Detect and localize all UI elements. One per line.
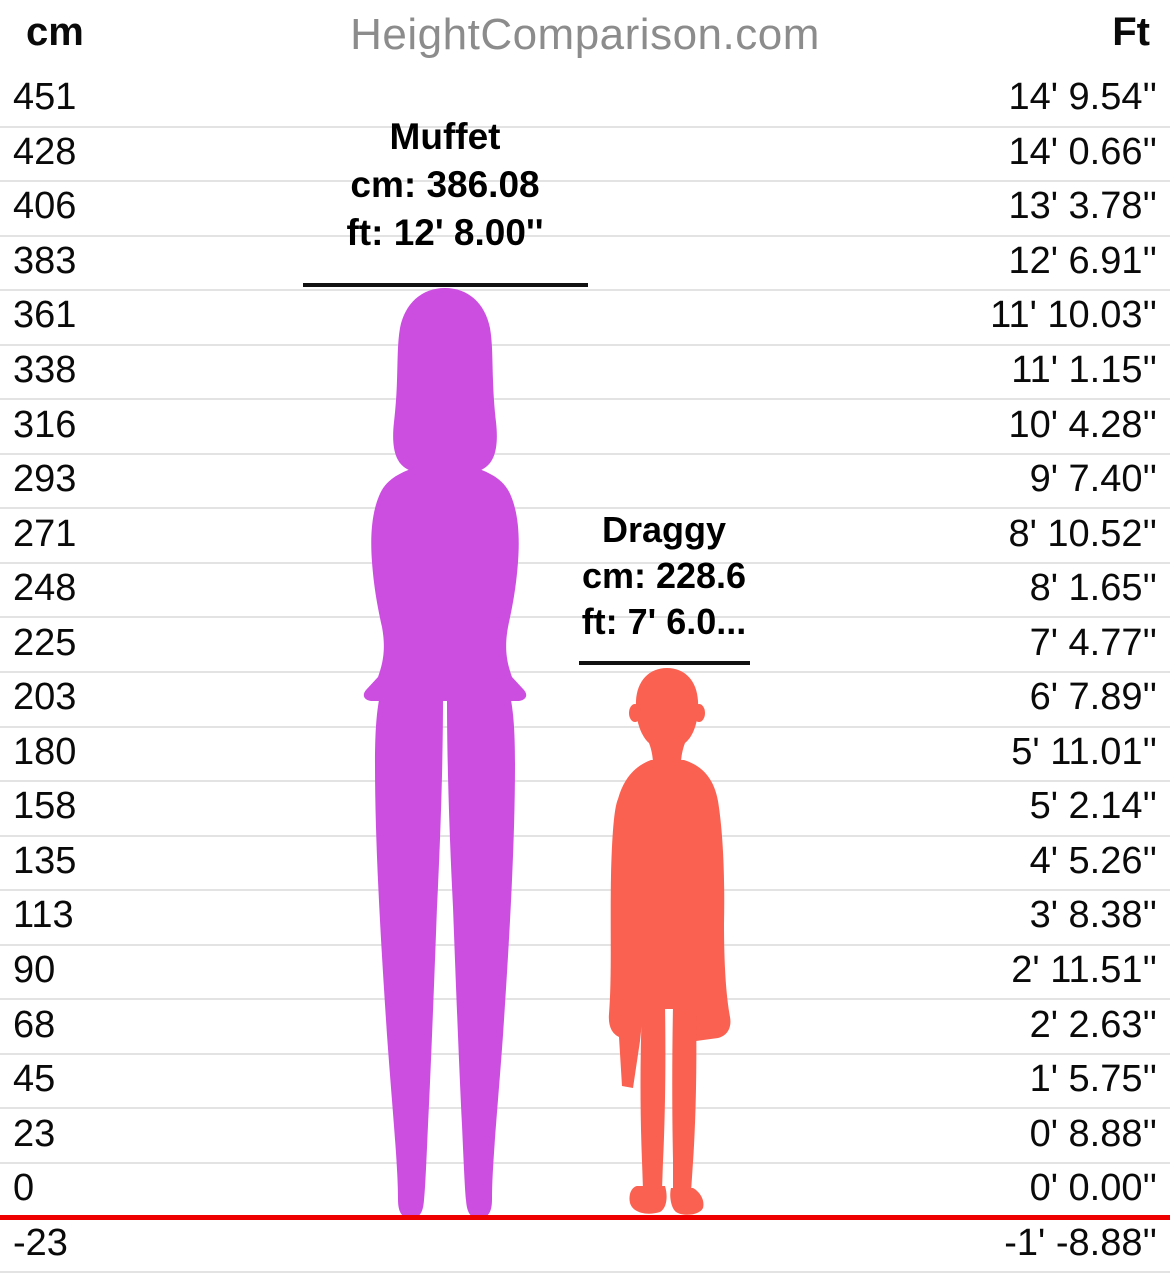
height-marker-line-muffet [303, 283, 588, 287]
ruler-row: 361 11' 10.03'' [0, 291, 1170, 346]
ruler-row: 113 3' 8.38'' [0, 891, 1170, 946]
ruler-row: 158 5' 2.14'' [0, 782, 1170, 837]
cm-tick-label: 68 [13, 1003, 56, 1046]
ruler-row: 135 4' 5.26'' [0, 837, 1170, 892]
cm-tick-label: 225 [13, 621, 77, 664]
ruler-row: 451 14' 9.54'' [0, 73, 1170, 128]
ruler-row: 90 2' 11.51'' [0, 946, 1170, 1001]
cm-tick-label: 135 [13, 839, 77, 882]
ft-tick-label: 13' 3.78'' [1008, 185, 1157, 228]
ft-tick-label: 0' 8.88'' [1029, 1112, 1157, 1155]
male-silhouette-draggy[interactable] [595, 666, 740, 1218]
ft-tick-label: 11' 10.03'' [990, 294, 1157, 337]
cm-tick-label: 0 [13, 1166, 35, 1209]
cm-tick-label: 271 [13, 512, 77, 555]
ft-tick-label: 2' 11.51'' [1011, 948, 1157, 991]
figure-height-ft: ft: 12' 8.00'' [346, 212, 544, 253]
cm-tick-label: 113 [13, 894, 74, 937]
ruler-row: 203 6' 7.89'' [0, 673, 1170, 728]
ft-tick-label: 9' 7.40'' [1029, 457, 1157, 500]
ruler-row: 428 14' 0.66'' [0, 128, 1170, 183]
figure-name: Draggy [601, 509, 727, 550]
ruler-row: -23 -1' -8.88'' [0, 1218, 1170, 1274]
ft-tick-label: 8' 1.65'' [1029, 566, 1157, 609]
cm-tick-label: 203 [13, 676, 77, 719]
ft-axis-unit-label: Ft [1112, 10, 1150, 54]
cm-tick-label: 316 [13, 403, 77, 446]
ruler-row: 316 10' 4.28'' [0, 400, 1170, 455]
ft-tick-label: 5' 2.14'' [1029, 785, 1157, 828]
ruler-row: 271 8' 10.52'' [0, 509, 1170, 564]
cm-tick-label: 451 [13, 76, 77, 119]
cm-tick-label: 293 [13, 457, 77, 500]
cm-tick-label: 45 [13, 1057, 56, 1100]
cm-tick-label: 158 [13, 785, 77, 828]
figure-height-cm: cm: 228.6 [581, 555, 747, 596]
ft-tick-label: 14' 9.54'' [1008, 76, 1157, 119]
cm-tick-label: -23 [13, 1221, 68, 1264]
ruler-row: 293 9' 7.40'' [0, 455, 1170, 510]
ruler-row: 45 1' 5.75'' [0, 1055, 1170, 1110]
cm-tick-label: 23 [13, 1112, 56, 1155]
ruler-row: 383 12' 6.91'' [0, 237, 1170, 292]
female-silhouette-muffet[interactable] [345, 287, 545, 1218]
ruler-row: 23 0' 8.88'' [0, 1109, 1170, 1164]
ft-tick-label: 3' 8.38'' [1029, 894, 1157, 937]
figure-card-muffet[interactable]: Muffet cm: 386.08 ft: 12' 8.00'' [245, 113, 645, 257]
ruler-row: 338 11' 1.15'' [0, 346, 1170, 401]
figure-height-cm: cm: 386.08 [350, 164, 540, 205]
ft-tick-label: 6' 7.89'' [1029, 676, 1157, 719]
cm-tick-label: 406 [13, 185, 77, 228]
cm-tick-label: 428 [13, 130, 77, 173]
ruler-row: 68 2' 2.63'' [0, 1000, 1170, 1055]
ruler-row: 406 13' 3.78'' [0, 182, 1170, 237]
cm-tick-label: 248 [13, 566, 77, 609]
ft-tick-label: 7' 4.77'' [1029, 621, 1157, 664]
site-watermark: HeightComparison.com [350, 10, 820, 59]
ruler-rows: 451 14' 9.54'' 428 14' 0.66'' 406 13' 3.78'' 3… [0, 73, 1170, 1274]
ruler-row: 0 0' 0.00'' [0, 1164, 1170, 1219]
ft-tick-label: 1' 5.75'' [1029, 1057, 1157, 1100]
ft-tick-label: 5' 11.01'' [1011, 730, 1157, 773]
figure-card-draggy[interactable]: Draggy cm: 228.6 ft: 7' 6.0... [464, 507, 864, 645]
ft-tick-label: 8' 10.52'' [1008, 512, 1157, 555]
cm-tick-label: 338 [13, 348, 77, 391]
ft-tick-label: 10' 4.28'' [1008, 403, 1157, 446]
header: cm HeightComparison.com Ft [0, 0, 1170, 73]
cm-axis-unit-label: cm [26, 10, 84, 54]
ruler-row: 180 5' 11.01'' [0, 728, 1170, 783]
height-marker-line-draggy [579, 661, 750, 665]
ft-tick-label: 14' 0.66'' [1008, 130, 1157, 173]
ft-tick-label: -1' -8.88'' [1004, 1221, 1157, 1264]
ft-tick-label: 11' 1.15'' [1011, 348, 1157, 391]
cm-tick-label: 383 [13, 239, 77, 282]
ft-tick-label: 4' 5.26'' [1029, 839, 1157, 882]
ruler-row: 248 8' 1.65'' [0, 564, 1170, 619]
cm-tick-label: 90 [13, 948, 56, 991]
ground-line [0, 1215, 1170, 1220]
ruler-row: 225 7' 4.77'' [0, 618, 1170, 674]
figure-name: Muffet [389, 116, 501, 157]
cm-tick-label: 180 [13, 730, 77, 773]
ft-tick-label: 2' 2.63'' [1029, 1003, 1157, 1046]
figure-height-ft: ft: 7' 6.0... [581, 601, 747, 642]
ft-tick-label: 12' 6.91'' [1008, 239, 1157, 282]
ft-tick-label: 0' 0.00'' [1029, 1166, 1157, 1209]
cm-tick-label: 361 [13, 294, 77, 337]
